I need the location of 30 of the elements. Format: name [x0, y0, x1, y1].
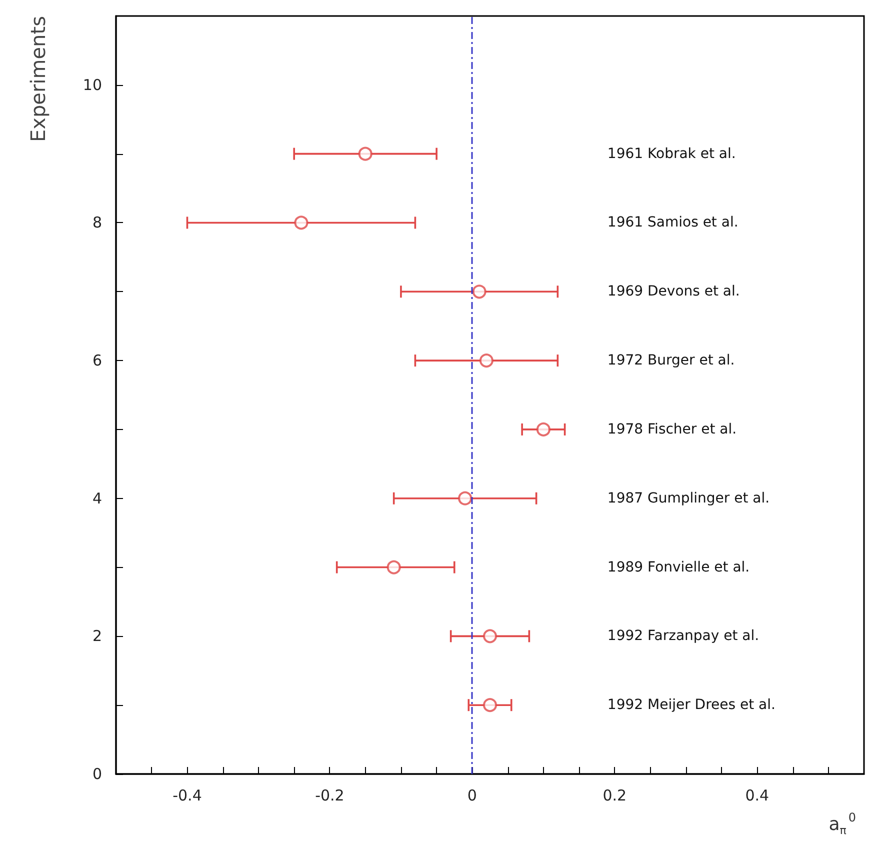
point: [458, 491, 472, 506]
annotation: 1972 Burger et al.: [607, 352, 735, 369]
annotation: 1992 Meijer Drees et al.: [607, 697, 776, 714]
x-tick-label: 0: [467, 786, 477, 804]
annotation: 1969 Devons et al.: [607, 284, 740, 300]
y-axis-title: Experiments: [26, 16, 50, 142]
annotation: 1987 Gumplinger et al.: [607, 490, 770, 506]
y-tick-label: 2: [92, 627, 102, 646]
point: [483, 698, 497, 712]
point: [483, 629, 497, 644]
point: [536, 422, 550, 436]
x-tick-label: -0.4: [172, 786, 202, 804]
annotation: 1989 Fonvielle et al.: [607, 559, 750, 576]
point: [358, 146, 372, 161]
y-tick-label: 8: [92, 214, 102, 232]
annotation: 1978 Fischer et al.: [607, 421, 737, 438]
y-tick-label: 6: [92, 352, 102, 370]
point: [472, 284, 486, 299]
point: [479, 354, 494, 368]
x-tick-label: -0.2: [315, 786, 344, 804]
y-tick-label: 10: [82, 76, 102, 94]
annotation: 1992 Farzanpay et al.: [607, 628, 760, 644]
x-tick-label: 0.4: [745, 786, 770, 804]
y-tick-label: 0: [92, 765, 102, 783]
point: [386, 560, 401, 574]
annotation: 1961 Samios et al.: [607, 214, 738, 231]
y-tick-label: 4: [92, 489, 102, 508]
annotation: 1961 Kobrak et al.: [607, 146, 736, 162]
point: [294, 216, 308, 230]
x-tick-label: 0.2: [602, 786, 627, 804]
